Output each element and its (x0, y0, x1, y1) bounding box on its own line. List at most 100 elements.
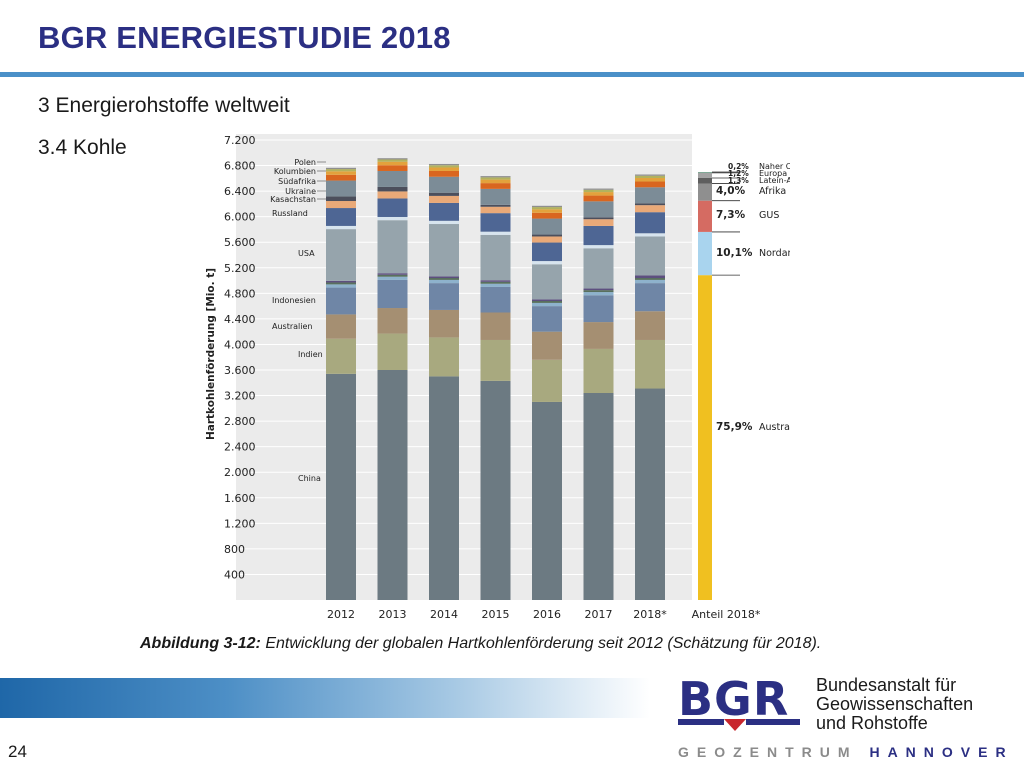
x-tick-label: 2014 (430, 608, 458, 621)
caption-text: Entwicklung der globalen Hartkohlenförde… (265, 635, 822, 652)
y-tick-label: 6.800 (224, 160, 256, 173)
y-tick-label: 5.600 (224, 236, 256, 249)
y-axis-label: Hartkohlenförderung [Mio. t] (205, 268, 217, 440)
bar-segment (326, 338, 356, 374)
institution-line-2: Geowissenschaften (816, 694, 974, 714)
bar-segment (429, 279, 459, 284)
bar-segment (635, 236, 665, 276)
slide-title: BGR ENERGIESTUDIE 2018 (38, 20, 451, 55)
segment-label: China (298, 474, 321, 483)
bar-segment (635, 388, 665, 600)
bar-segment (480, 213, 511, 232)
share-region: Afrika (759, 186, 786, 197)
y-tick-label: 800 (224, 543, 245, 556)
x-tick-label: 2017 (585, 608, 613, 621)
segment-label: Polen (294, 158, 316, 167)
bar-segment (635, 178, 665, 182)
share-region: Austral-Asien (759, 422, 790, 433)
bar-segment (429, 220, 459, 225)
bar-segment (532, 401, 562, 600)
bar-segment (532, 302, 562, 307)
bar-segment (635, 275, 665, 278)
bar-segment (480, 231, 511, 235)
caption-label: Abbildung 3-12: (140, 635, 261, 652)
bar-segment (480, 283, 511, 287)
y-tick-label: 3.600 (224, 364, 256, 377)
bar-segment (326, 171, 356, 175)
y-tick-label: 2.800 (224, 415, 256, 428)
share-region: Latein-Amerika (759, 176, 790, 185)
bar-segment (480, 281, 511, 284)
bar-segment (532, 359, 562, 402)
bar-segment (429, 192, 459, 196)
share-percent: 10,1% (716, 247, 753, 259)
y-tick-label: 4.000 (224, 338, 256, 351)
bar-segment (532, 234, 562, 237)
bar-segment (532, 236, 562, 243)
y-tick-label: 6.000 (224, 211, 256, 224)
bar-segment (429, 278, 459, 280)
bar-segment (583, 201, 614, 218)
bar-segment (326, 287, 356, 315)
segment-label: Australien (272, 322, 312, 331)
bar-segment (532, 205, 562, 208)
bar-segment (583, 348, 614, 393)
plot-background (236, 134, 692, 600)
bar-segment (326, 284, 356, 288)
bar-segment (635, 339, 665, 389)
logo-red-triangle (724, 719, 746, 731)
bar-segment (583, 322, 614, 349)
bar-segment (583, 248, 614, 289)
bar-segment (480, 188, 511, 205)
coal-production-chart: 400 800 1.200 1.600 2.000 2.400 2.800 3.200 3.60… (190, 128, 790, 628)
y-tick-label: 2.400 (224, 441, 256, 454)
y-tick-label: 1.600 (224, 492, 256, 505)
bar-segment (532, 301, 562, 303)
bar-segment (429, 165, 459, 168)
bar-segment (377, 165, 408, 171)
bar-segment (326, 282, 356, 285)
bar-segment (532, 209, 562, 213)
x-tick-label: 2015 (482, 608, 510, 621)
bar-segment (377, 216, 408, 221)
share-segment (698, 275, 712, 600)
y-tick-label: 5.200 (224, 262, 256, 275)
gridlines (236, 139, 692, 575)
share-percent: 0,2% (728, 162, 749, 171)
bar-segment (532, 212, 562, 219)
logo-bar-right (746, 719, 800, 725)
bar-segment (583, 195, 614, 202)
bar-segment (429, 376, 459, 600)
share-segment (698, 231, 712, 276)
segment-label: Russland (272, 209, 308, 218)
hannover-word: HANNOVER (869, 744, 1014, 760)
bar-segment (583, 295, 614, 323)
geozentrum-word: GEOZENTRUM (678, 744, 858, 760)
bar-segment (635, 278, 665, 280)
bar-segment (377, 308, 408, 334)
bar-segment (326, 373, 356, 600)
bar-segment (377, 186, 408, 192)
y-tick-label: 6.400 (224, 185, 256, 198)
share-region: GUS (759, 210, 779, 221)
bars (326, 158, 665, 600)
institution-name: Bundesanstalt für Geowissenschaften und … (816, 676, 973, 733)
bar-segment (635, 175, 665, 179)
bar-segment (532, 264, 562, 300)
x-tick-label: 2016 (533, 608, 561, 621)
bar-segment (326, 196, 356, 202)
bar-segment (480, 380, 511, 600)
subsection-heading: 3.4 Kohle (38, 136, 127, 159)
geozentrum-hannover: GEOZENTRUM HANNOVER (678, 744, 1014, 760)
bar-segment (635, 181, 665, 188)
bar-segment (635, 212, 665, 234)
bar-segment (377, 159, 408, 162)
bar-segment (429, 337, 459, 377)
bar-segment (583, 393, 614, 600)
bar-segment (532, 331, 562, 360)
bar-segment (326, 280, 356, 283)
bar-segment (635, 187, 665, 204)
bar-segment (480, 312, 511, 340)
bar-segment (326, 169, 356, 172)
bar-segment (532, 242, 562, 262)
